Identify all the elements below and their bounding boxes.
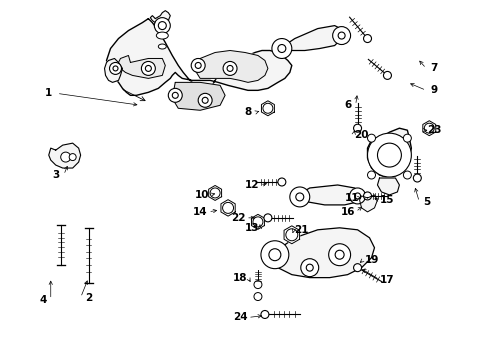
Polygon shape	[208, 185, 221, 201]
Circle shape	[277, 45, 285, 53]
Circle shape	[195, 62, 201, 68]
Circle shape	[69, 154, 76, 161]
Text: 1: 1	[45, 88, 52, 98]
Circle shape	[334, 250, 344, 259]
Polygon shape	[274, 26, 344, 50]
Circle shape	[268, 249, 280, 261]
Circle shape	[222, 202, 233, 213]
Circle shape	[328, 244, 350, 266]
Text: 12: 12	[244, 180, 259, 190]
Circle shape	[191, 58, 205, 72]
Polygon shape	[106, 19, 291, 95]
Circle shape	[424, 123, 433, 133]
Text: 11: 11	[344, 193, 358, 203]
Circle shape	[367, 134, 375, 142]
Circle shape	[264, 214, 271, 222]
Polygon shape	[261, 101, 274, 116]
Text: 6: 6	[343, 100, 350, 110]
Polygon shape	[422, 121, 435, 136]
Polygon shape	[251, 214, 264, 229]
Polygon shape	[104, 58, 122, 82]
Polygon shape	[221, 200, 235, 216]
Circle shape	[300, 259, 318, 276]
Text: 4: 4	[39, 294, 46, 305]
Polygon shape	[195, 50, 267, 82]
Circle shape	[285, 229, 297, 241]
Text: 20: 20	[354, 130, 368, 140]
Polygon shape	[377, 178, 399, 195]
Polygon shape	[367, 128, 410, 178]
Text: 19: 19	[364, 255, 378, 265]
Text: 24: 24	[232, 312, 247, 323]
Circle shape	[198, 93, 212, 107]
Text: 5: 5	[423, 197, 430, 207]
Text: 16: 16	[340, 207, 354, 217]
Circle shape	[277, 178, 285, 186]
Text: 18: 18	[232, 273, 247, 283]
Circle shape	[263, 103, 272, 113]
Circle shape	[367, 171, 375, 179]
Text: 7: 7	[430, 63, 437, 73]
Polygon shape	[284, 226, 299, 244]
Circle shape	[403, 134, 410, 142]
Circle shape	[349, 188, 365, 204]
Circle shape	[271, 39, 291, 58]
Circle shape	[289, 187, 309, 207]
Circle shape	[261, 310, 268, 319]
Polygon shape	[172, 82, 224, 110]
Circle shape	[113, 66, 118, 71]
Text: 15: 15	[379, 195, 394, 205]
Circle shape	[363, 35, 371, 42]
Text: 22: 22	[230, 213, 245, 223]
Circle shape	[141, 62, 155, 75]
Circle shape	[353, 264, 361, 272]
Text: 2: 2	[85, 293, 92, 302]
Circle shape	[403, 171, 410, 179]
Polygon shape	[359, 195, 377, 212]
Circle shape	[412, 174, 421, 182]
Circle shape	[295, 193, 303, 201]
Text: 8: 8	[244, 107, 251, 117]
Polygon shape	[150, 11, 170, 23]
Circle shape	[145, 66, 151, 71]
Circle shape	[223, 62, 237, 75]
Circle shape	[353, 124, 361, 132]
Text: 3: 3	[52, 170, 59, 180]
Circle shape	[226, 66, 233, 71]
Text: 13: 13	[244, 223, 259, 233]
Circle shape	[363, 192, 371, 200]
Circle shape	[158, 22, 166, 30]
Circle shape	[253, 280, 262, 289]
Polygon shape	[118, 55, 165, 78]
Text: 17: 17	[379, 275, 394, 285]
Circle shape	[61, 152, 71, 162]
Text: 23: 23	[426, 125, 441, 135]
Circle shape	[383, 71, 390, 80]
Text: 14: 14	[192, 207, 207, 217]
Polygon shape	[49, 143, 81, 168]
Circle shape	[337, 32, 345, 39]
Circle shape	[354, 193, 360, 199]
Text: 10: 10	[195, 190, 209, 200]
Circle shape	[172, 92, 178, 98]
Circle shape	[202, 97, 208, 103]
Circle shape	[377, 143, 401, 167]
Ellipse shape	[156, 32, 168, 39]
Circle shape	[154, 18, 170, 33]
Text: 21: 21	[294, 225, 308, 235]
Ellipse shape	[158, 44, 166, 49]
Polygon shape	[267, 228, 374, 278]
Circle shape	[305, 264, 313, 271]
Circle shape	[261, 241, 288, 269]
Circle shape	[252, 217, 263, 227]
Circle shape	[332, 27, 350, 45]
Polygon shape	[293, 185, 361, 205]
Circle shape	[210, 188, 220, 198]
Circle shape	[109, 62, 121, 75]
Text: 9: 9	[430, 85, 437, 95]
Circle shape	[168, 88, 182, 102]
Circle shape	[367, 133, 410, 177]
Circle shape	[253, 293, 262, 301]
